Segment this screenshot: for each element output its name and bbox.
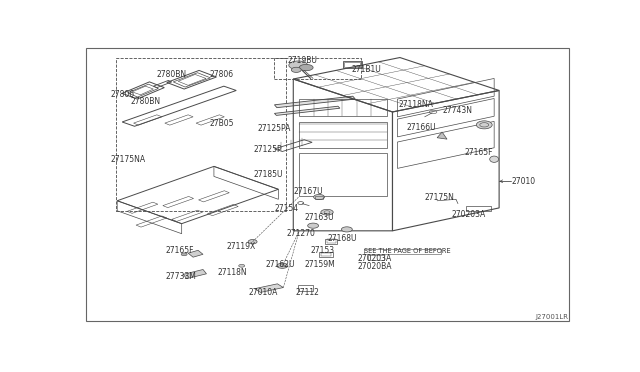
Bar (298, 285, 313, 291)
Ellipse shape (308, 223, 319, 228)
Text: 27020BA: 27020BA (358, 262, 392, 271)
Text: 27B05: 27B05 (210, 119, 234, 128)
Polygon shape (275, 96, 355, 108)
Text: 27125P: 27125P (253, 145, 282, 154)
Bar (367, 256, 383, 260)
Bar (275, 58, 361, 79)
Ellipse shape (277, 263, 288, 268)
Ellipse shape (321, 209, 333, 215)
Text: SEE THE PAGE OF BEFORE: SEE THE PAGE OF BEFORE (364, 248, 451, 254)
Text: 27112: 27112 (295, 288, 319, 297)
Ellipse shape (181, 253, 187, 256)
Text: 27159M: 27159M (304, 260, 335, 269)
Polygon shape (255, 284, 284, 292)
Bar (321, 253, 332, 256)
Bar (466, 206, 491, 211)
Polygon shape (183, 269, 207, 279)
Text: 27010: 27010 (511, 177, 536, 186)
Ellipse shape (490, 156, 499, 162)
Text: 27175N: 27175N (424, 193, 454, 202)
Bar (319, 252, 333, 257)
Polygon shape (275, 106, 340, 115)
Polygon shape (188, 250, 203, 257)
Bar (116, 58, 286, 211)
Text: 27119X: 27119X (227, 242, 256, 251)
Text: 27806: 27806 (210, 70, 234, 79)
Text: 27185U: 27185U (253, 170, 283, 179)
Text: 27118N: 27118N (218, 269, 248, 278)
Ellipse shape (239, 264, 244, 267)
Text: 27153: 27153 (310, 246, 334, 255)
Text: J27001LR: J27001LR (536, 314, 568, 320)
Text: 2719BU: 2719BU (287, 56, 317, 65)
Bar (343, 61, 362, 68)
Ellipse shape (300, 64, 313, 71)
Text: 27743N: 27743N (442, 106, 472, 115)
Text: 27154: 27154 (275, 204, 298, 213)
Text: 271B1U: 271B1U (352, 65, 381, 74)
Ellipse shape (289, 61, 308, 70)
Text: 27175NA: 27175NA (111, 155, 146, 164)
Bar (315, 196, 323, 199)
Text: 27163U: 27163U (304, 213, 334, 222)
Ellipse shape (248, 240, 257, 244)
Text: 27166U: 27166U (406, 123, 436, 132)
Ellipse shape (341, 227, 352, 232)
Bar (364, 248, 440, 254)
Text: 27167U: 27167U (293, 187, 323, 196)
Polygon shape (437, 132, 447, 139)
Text: 27125PA: 27125PA (257, 124, 291, 133)
Text: 2780BN: 2780BN (157, 70, 187, 79)
Text: 27806: 27806 (111, 90, 135, 99)
Text: 27168U: 27168U (327, 234, 356, 243)
Bar (344, 62, 360, 67)
Text: 2780BN: 2780BN (131, 97, 161, 106)
Bar (326, 240, 336, 243)
Text: 271270: 271270 (286, 229, 316, 238)
Text: 27165F: 27165F (165, 246, 194, 254)
Text: 27118NA: 27118NA (399, 100, 433, 109)
Text: 270203A: 270203A (451, 210, 485, 219)
Text: 27733M: 27733M (165, 272, 196, 281)
Text: 27010A: 27010A (249, 288, 278, 297)
Text: 27162U: 27162U (266, 260, 295, 269)
Bar (325, 238, 337, 244)
Ellipse shape (476, 121, 492, 129)
Ellipse shape (314, 195, 324, 200)
Text: 27165F: 27165F (465, 148, 493, 157)
Text: 270203A: 270203A (358, 254, 392, 263)
Ellipse shape (291, 67, 301, 73)
